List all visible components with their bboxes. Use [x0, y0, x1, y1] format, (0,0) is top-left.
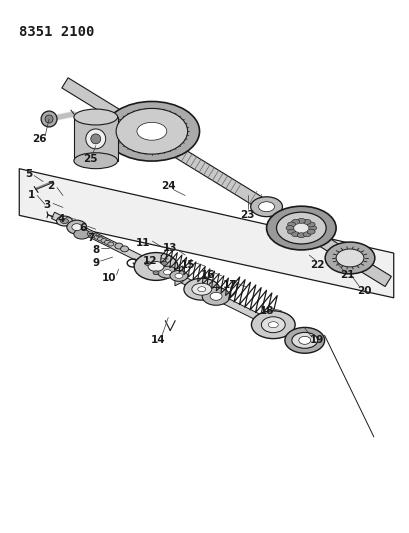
Ellipse shape — [157, 266, 177, 278]
Ellipse shape — [94, 235, 100, 239]
Ellipse shape — [250, 197, 282, 216]
Ellipse shape — [85, 129, 106, 149]
Ellipse shape — [291, 333, 317, 348]
Ellipse shape — [90, 134, 101, 144]
Ellipse shape — [251, 311, 294, 338]
Text: 14: 14 — [151, 335, 165, 345]
Ellipse shape — [289, 221, 312, 236]
Ellipse shape — [163, 270, 171, 274]
Ellipse shape — [291, 232, 299, 237]
Ellipse shape — [97, 237, 103, 241]
Ellipse shape — [184, 278, 219, 300]
Text: 21: 21 — [339, 270, 353, 280]
Ellipse shape — [170, 270, 187, 281]
Ellipse shape — [116, 108, 187, 154]
Ellipse shape — [291, 220, 299, 224]
Text: 17: 17 — [222, 280, 236, 290]
Text: 20: 20 — [356, 286, 370, 296]
Ellipse shape — [90, 233, 97, 238]
Text: 26: 26 — [32, 134, 46, 144]
Text: 7: 7 — [87, 233, 94, 243]
Ellipse shape — [267, 322, 278, 328]
Ellipse shape — [148, 262, 164, 271]
Ellipse shape — [285, 225, 293, 231]
Text: 8: 8 — [92, 245, 99, 255]
Text: 18: 18 — [259, 306, 273, 316]
Ellipse shape — [161, 261, 167, 265]
Text: 3: 3 — [43, 200, 51, 211]
Text: 9: 9 — [92, 258, 99, 268]
Ellipse shape — [137, 123, 166, 140]
Ellipse shape — [287, 222, 295, 227]
Text: 8351 2100: 8351 2100 — [19, 25, 94, 39]
Text: 25: 25 — [83, 154, 98, 164]
Ellipse shape — [74, 109, 117, 125]
Text: 6: 6 — [79, 223, 86, 233]
Ellipse shape — [261, 317, 285, 333]
Ellipse shape — [134, 253, 178, 280]
Text: 22: 22 — [309, 260, 324, 270]
Text: 5: 5 — [25, 168, 33, 179]
Ellipse shape — [284, 327, 324, 353]
Ellipse shape — [197, 287, 205, 292]
Text: 16: 16 — [200, 270, 215, 280]
Text: 15: 15 — [180, 260, 195, 270]
Text: 10: 10 — [101, 273, 116, 283]
Ellipse shape — [67, 220, 87, 234]
Text: 23: 23 — [240, 211, 254, 220]
Polygon shape — [19, 168, 393, 298]
Text: 19: 19 — [309, 335, 324, 345]
Ellipse shape — [153, 271, 159, 274]
Polygon shape — [52, 212, 317, 349]
Text: 12: 12 — [143, 256, 157, 266]
Ellipse shape — [202, 287, 229, 305]
Ellipse shape — [306, 229, 315, 234]
Ellipse shape — [104, 240, 110, 244]
Ellipse shape — [258, 202, 274, 212]
Ellipse shape — [266, 206, 335, 250]
Text: 13: 13 — [163, 243, 177, 253]
Ellipse shape — [72, 224, 81, 231]
Ellipse shape — [108, 242, 114, 246]
Ellipse shape — [115, 243, 123, 249]
Ellipse shape — [308, 225, 316, 231]
Text: 11: 11 — [136, 238, 150, 248]
Text: 1: 1 — [27, 190, 35, 200]
Polygon shape — [74, 117, 117, 161]
Ellipse shape — [101, 239, 107, 243]
Ellipse shape — [74, 153, 117, 168]
Ellipse shape — [41, 111, 57, 127]
Text: 4: 4 — [57, 214, 65, 224]
Ellipse shape — [298, 336, 310, 344]
Ellipse shape — [324, 242, 374, 274]
Ellipse shape — [104, 101, 199, 161]
Ellipse shape — [297, 233, 305, 238]
Text: 2: 2 — [47, 181, 54, 191]
Ellipse shape — [302, 220, 310, 224]
Polygon shape — [175, 266, 182, 286]
Polygon shape — [62, 78, 391, 287]
Ellipse shape — [306, 222, 315, 227]
Ellipse shape — [56, 216, 72, 226]
Ellipse shape — [45, 115, 53, 123]
Ellipse shape — [335, 249, 363, 267]
Ellipse shape — [287, 229, 295, 234]
Ellipse shape — [74, 229, 90, 239]
Ellipse shape — [175, 273, 182, 278]
Ellipse shape — [87, 232, 93, 236]
Ellipse shape — [144, 261, 150, 265]
Text: 24: 24 — [161, 181, 175, 191]
Ellipse shape — [191, 283, 211, 295]
Ellipse shape — [302, 232, 310, 237]
Ellipse shape — [61, 219, 68, 223]
Ellipse shape — [210, 292, 222, 300]
Ellipse shape — [297, 219, 305, 223]
Ellipse shape — [276, 212, 326, 244]
Ellipse shape — [120, 246, 128, 252]
